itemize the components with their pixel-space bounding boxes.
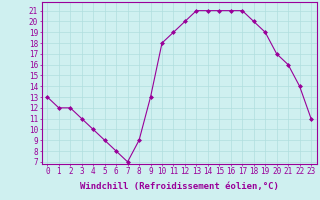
X-axis label: Windchill (Refroidissement éolien,°C): Windchill (Refroidissement éolien,°C) (80, 182, 279, 191)
